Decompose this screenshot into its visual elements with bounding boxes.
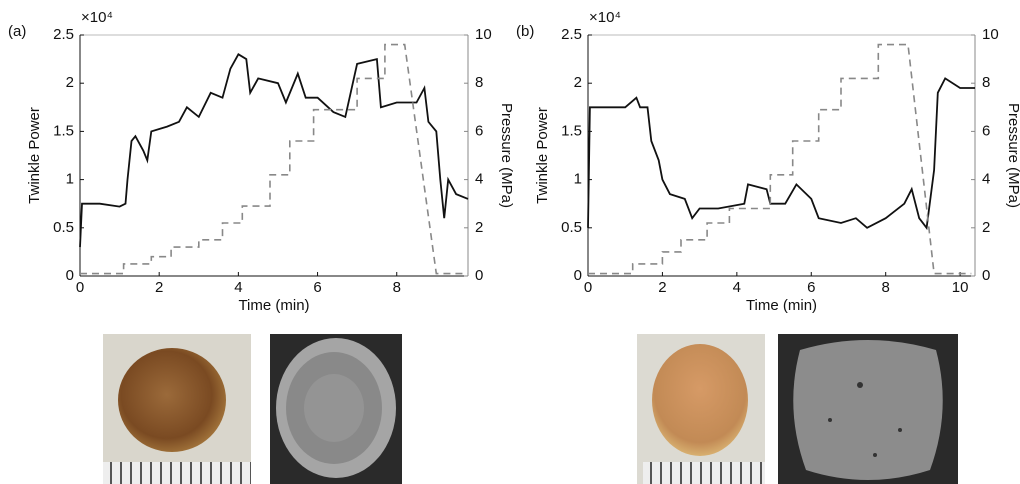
y2-tick-label: 2 — [982, 219, 990, 236]
x-tick-label: 8 — [393, 279, 401, 296]
y-tick-label: 0.5 — [561, 219, 582, 236]
x-tick-label: 8 — [882, 279, 890, 296]
y-multiplier: ×10⁴ — [589, 9, 621, 26]
y-tick-label: 0 — [574, 267, 582, 284]
y-multiplier: ×10⁴ — [81, 9, 113, 26]
y2-tick-label: 8 — [475, 74, 483, 91]
data-line — [80, 43, 468, 275]
x-tick-label: 0 — [76, 279, 84, 296]
y-tick-label: 2.5 — [53, 26, 74, 43]
y-tick-label: 2 — [574, 74, 582, 91]
y2-tick-label: 6 — [982, 122, 990, 139]
y2-axis-label: Pressure (MPa) — [1005, 103, 1020, 208]
y-tick-label: 2.5 — [561, 26, 582, 43]
y-tick-label: 1.5 — [561, 122, 582, 139]
y2-tick-label: 4 — [475, 171, 483, 188]
y-tick-label: 2 — [66, 74, 74, 91]
data-line — [587, 77, 975, 231]
panel-label: (b) — [516, 23, 534, 40]
y2-tick-label: 10 — [982, 26, 999, 43]
y-tick-label: 0.5 — [53, 219, 74, 236]
y2-axis-label: Pressure (MPa) — [498, 103, 515, 208]
panel-label: (a) — [8, 23, 26, 40]
x-tick-label: 4 — [234, 279, 242, 296]
x-tick-label: 0 — [584, 279, 592, 296]
photo-b — [637, 334, 765, 484]
x-tick-label: 2 — [155, 279, 163, 296]
data-line — [588, 43, 972, 275]
y2-tick-label: 0 — [982, 267, 990, 284]
x-tick-label: 2 — [658, 279, 666, 296]
y2-tick-label: 0 — [475, 267, 483, 284]
ct-scan-b — [778, 334, 958, 484]
photo-a — [103, 334, 251, 484]
y-axis-label: Twinkle Power — [26, 107, 43, 204]
data-line — [79, 53, 469, 248]
y2-tick-label: 8 — [982, 74, 990, 91]
y-tick-label: 1 — [574, 171, 582, 188]
y-axis-label: Twinkle Power — [534, 107, 551, 204]
x-tick-label: 4 — [733, 279, 741, 296]
x-tick-label: 10 — [952, 279, 969, 296]
x-axis-label: Time (min) — [238, 297, 309, 314]
x-tick-label: 6 — [807, 279, 815, 296]
y-tick-label: 1 — [66, 171, 74, 188]
y2-tick-label: 2 — [475, 219, 483, 236]
y2-tick-label: 6 — [475, 122, 483, 139]
y2-tick-label: 10 — [475, 26, 492, 43]
y-tick-label: 0 — [66, 267, 74, 284]
x-axis-label: Time (min) — [746, 297, 817, 314]
ct-scan-a — [270, 334, 402, 484]
x-tick-label: 6 — [313, 279, 321, 296]
y-tick-label: 1.5 — [53, 122, 74, 139]
y2-tick-label: 4 — [982, 171, 990, 188]
